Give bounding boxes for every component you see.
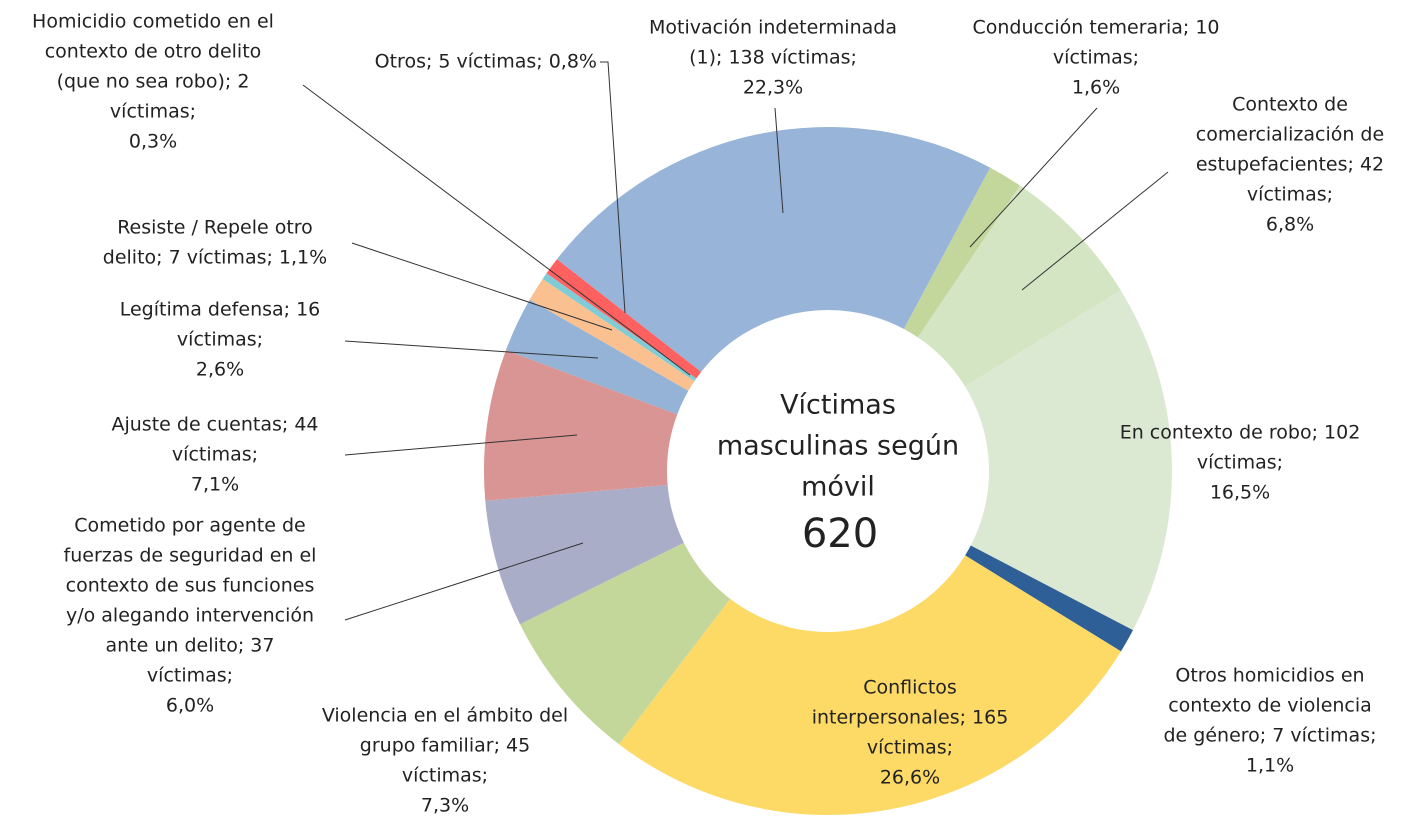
data-label: Contexto de xyxy=(1232,94,1348,116)
data-label: 7,1% xyxy=(191,474,239,496)
data-label: víctimas; xyxy=(402,765,488,787)
data-label: fuerzas de seguridad en el xyxy=(64,545,317,567)
leader-line xyxy=(344,542,584,621)
data-label: (que no sea robo); 2 xyxy=(57,71,250,93)
data-label: Homicidio cometido en el xyxy=(32,11,274,33)
data-label: víctimas; xyxy=(1053,47,1139,69)
center-title: Víctimas xyxy=(780,390,896,421)
data-label: y/o alegando intervención xyxy=(66,605,314,627)
slice xyxy=(546,259,702,379)
data-label: contexto de sus funciones xyxy=(66,575,315,597)
data-label: delito; 7 víctimas; 1,1% xyxy=(103,247,327,269)
data-label: En contexto de robo; 102 xyxy=(1120,422,1361,444)
data-label: víctimas; xyxy=(172,444,258,466)
data-label: 6,8% xyxy=(1266,214,1314,236)
leader-line xyxy=(351,242,613,331)
data-label: 16,5% xyxy=(1210,482,1270,504)
data-label: víctimas; xyxy=(1197,452,1283,474)
data-label: 1,6% xyxy=(1072,77,1120,99)
leader-line xyxy=(302,84,691,376)
data-label: comercialización de xyxy=(1196,124,1384,146)
slice xyxy=(965,545,1133,652)
data-label: Conducción temeraria; 10 xyxy=(972,17,1219,39)
data-label: grupo familiar; 45 xyxy=(360,735,530,757)
leader-line xyxy=(600,61,626,314)
slice xyxy=(520,542,731,745)
data-label: Motivación indeterminada xyxy=(649,17,897,39)
data-label: 22,3% xyxy=(743,77,803,99)
data-label: ante un delito; 37 xyxy=(106,635,275,657)
data-label: Otros; 5 víctimas; 0,8% xyxy=(375,51,597,73)
slice xyxy=(965,290,1172,631)
data-label: 1,1% xyxy=(1246,755,1294,777)
data-label: víctimas; xyxy=(147,665,233,687)
slice xyxy=(542,273,697,382)
slice xyxy=(917,185,1121,387)
data-label: 0,3% xyxy=(129,131,177,153)
data-label: Violencia en el ámbito del xyxy=(322,705,568,727)
data-label: (1); 138 víctimas; xyxy=(689,47,857,69)
slice xyxy=(618,555,1121,815)
data-label: estupefacientes; 42 xyxy=(1196,154,1384,176)
data-label: contexto de violencia xyxy=(1168,695,1372,717)
slice xyxy=(556,126,991,372)
data-label: interpersonales; 165 xyxy=(812,707,1009,729)
leader-line xyxy=(1021,171,1169,291)
slice xyxy=(505,299,689,415)
data-label: de género; 7 víctimas; xyxy=(1163,725,1376,747)
data-label: víctimas; xyxy=(110,101,196,123)
data-label: víctimas; xyxy=(177,329,263,351)
center-title: masculinas según xyxy=(717,431,959,462)
leader-line xyxy=(344,340,599,359)
data-label: víctimas; xyxy=(867,737,953,759)
data-label: Ajuste de cuentas; 44 xyxy=(111,414,318,436)
slice xyxy=(903,167,1021,338)
data-label: Cometido por agente de xyxy=(74,515,305,537)
data-label: Otros homicidios en xyxy=(1175,665,1364,687)
leader-line xyxy=(344,434,578,456)
data-label: contexto de otro delito xyxy=(45,41,262,63)
data-label: víctimas; xyxy=(1247,184,1333,206)
data-label: Resiste / Repele otro xyxy=(117,217,313,239)
data-label: 6,0% xyxy=(166,695,214,717)
center-title: móvil xyxy=(801,472,875,503)
data-label: Legítima defensa; 16 xyxy=(120,299,321,321)
leader-line xyxy=(969,107,1098,248)
slice xyxy=(484,350,678,501)
data-label: 26,6% xyxy=(880,767,940,789)
slice xyxy=(529,278,695,391)
slice xyxy=(485,484,684,625)
data-label: Conflictos xyxy=(863,677,957,699)
center-total: 620 xyxy=(802,511,878,557)
data-label: 2,6% xyxy=(196,359,244,381)
data-label: 7,3% xyxy=(421,795,469,817)
leader-line xyxy=(774,107,784,214)
